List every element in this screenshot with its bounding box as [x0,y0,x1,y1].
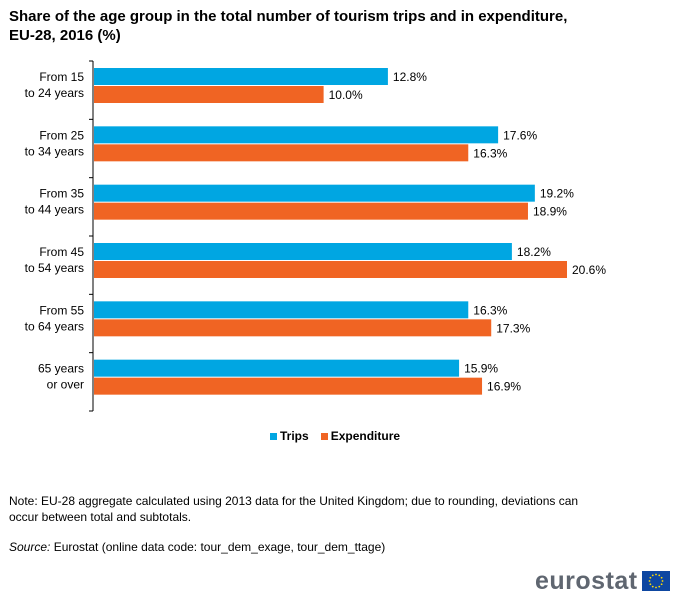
bar-expenditure [94,261,567,278]
data-label-trips: 17.6% [503,128,537,142]
eu-flag-star-icon [654,573,657,576]
eu-flag-star-icon [651,585,654,588]
category-label: From 45 to 54 years [25,245,85,275]
chart-legend: Trips Expenditure [270,429,412,443]
source-text: Eurostat (online data code: tour_dem_exa… [53,540,386,554]
data-label-expenditure: 10.0% [329,88,363,102]
eu-flag-star-icon [661,580,664,582]
eu-flag-star-icon [660,576,663,579]
eurostat-wordmark: eurostat [535,567,638,595]
category-label: From 25 to 34 years [25,128,85,158]
legend-label-trips: Trips [280,429,309,443]
bar-trips [94,68,388,85]
category-label: From 55 to 64 years [25,303,85,333]
data-label-trips: 19.2% [540,187,574,201]
bar-chart: From 15 to 24 years 12.8% 10.0% From 25 to 34… [25,60,606,412]
legend-item-trips: Trips [270,429,309,443]
data-label-expenditure: 16.3% [473,146,507,160]
eu-flag-star-icon [657,574,660,577]
eu-flag-star-icon [651,574,654,577]
category-label: From 15 to 24 years [25,70,85,100]
bar-trips [94,243,512,260]
eu-flag-icon [641,571,670,591]
data-label-trips: 15.9% [464,362,498,376]
legend-item-expenditure: Expenditure [320,429,401,443]
data-label-trips: 16.3% [473,303,507,317]
data-label-expenditure: 16.9% [487,380,521,394]
eu-flag-star-icon [660,583,663,586]
bar-expenditure [94,319,492,337]
eu-flag-star-icon [649,576,651,579]
category-label: 65 years or over [38,362,84,392]
data-label-trips: 12.8% [393,70,427,84]
data-label-expenditure: 17.3% [496,321,530,335]
chart-source: Source: Eurostat (online data code: tour… [9,540,385,554]
bar-trips [94,301,469,319]
bar-trips [94,359,460,377]
eu-flag-star-icon [657,585,660,588]
legend-label-expenditure: Expenditure [330,429,401,443]
legend-swatch-expenditure [320,432,328,440]
data-label-expenditure: 18.9% [533,205,567,219]
source-label: Source: [9,540,51,554]
bar-expenditure [94,202,528,220]
legend-swatch-trips [270,432,277,440]
category-label: From 35 to 44 years [25,187,85,217]
eu-flag-star-icon [649,583,651,586]
eu-flag-star-icon [654,586,657,589]
eurostat-logo: eurostat [535,566,670,596]
chart-title: Share of the age group in the total numb… [9,8,568,44]
bar-expenditure [94,86,324,103]
bar-trips [94,184,535,202]
data-label-expenditure: 20.6% [572,263,606,277]
bar-expenditure [94,377,483,395]
eu-flag-star-icon [648,580,651,582]
chart-note: Note: EU-28 aggregate calculated using 2… [9,494,579,524]
bar-trips [94,126,499,144]
data-label-trips: 18.2% [517,245,551,259]
bar-expenditure [94,144,469,162]
